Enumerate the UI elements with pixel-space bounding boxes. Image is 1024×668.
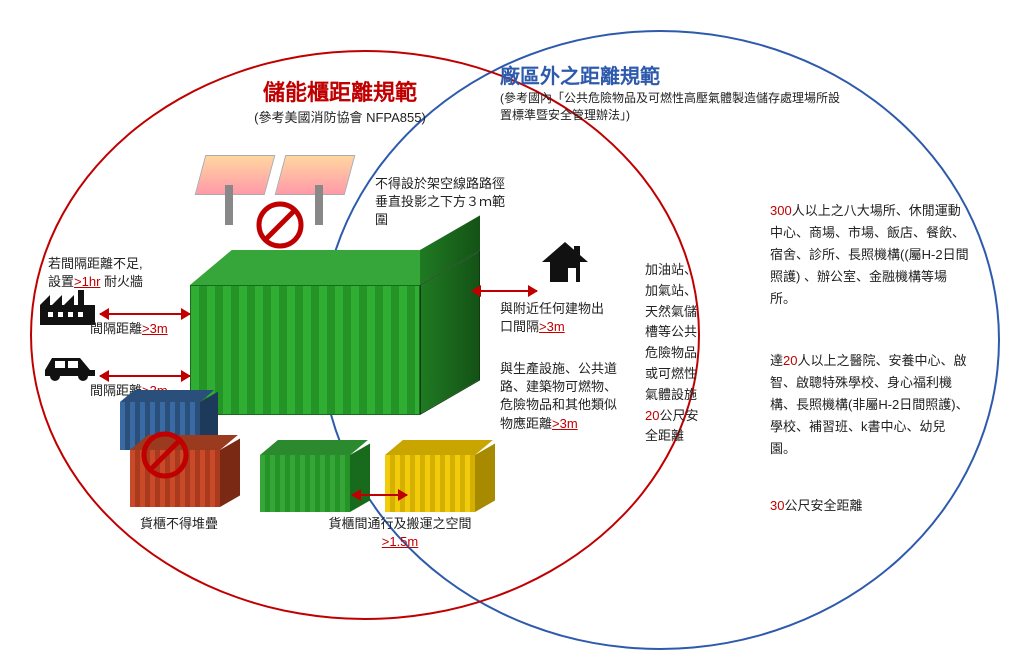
- mini-container-green: [260, 440, 370, 512]
- r3-num: 30: [770, 498, 784, 513]
- note-factory-gap: 間隔距離>3m: [90, 320, 168, 338]
- inner-title-block: 儲能櫃距離規範 (參考美國消防協會 NFPA855): [210, 75, 470, 126]
- right-block-2: 達20人以上之醫院、安養中心、啟智、啟聰特殊學校、身心福利機構、長照機構(非屬H…: [770, 350, 970, 460]
- prohibit-stack-icon: [140, 430, 190, 480]
- right-block-1: 300人以上之八大場所、休閒運動中心、商場、市場、飯店、餐飲、宿舍、診所、長照機…: [770, 200, 970, 310]
- production-value: >3m: [552, 416, 578, 431]
- inner-title: 儲能櫃距離規範: [210, 75, 470, 107]
- between-text: 貨櫃間通行及搬運之空間: [328, 516, 471, 531]
- right-block-3: 30公尺安全距離: [770, 495, 970, 517]
- main-container-icon: [190, 250, 480, 415]
- note-between: 貨櫃間通行及搬運之空間 >1.5m: [300, 515, 500, 551]
- r2-prefix: 達: [770, 353, 783, 368]
- outer-title: 廠區外之距離規範: [500, 60, 840, 89]
- r1-text: 人以上之八大場所、休閒運動中心、商場、市場、飯店、餐飲、宿舍、診所、長照機構((…: [770, 203, 969, 306]
- r3-text: 公尺安全距離: [784, 498, 862, 513]
- note-production: 與生產設施、公共道路、建築物可燃物、危險物品和其他類似物應距離>3m: [500, 360, 620, 433]
- inner-subtitle: (參考美國消防協會 NFPA855): [210, 107, 470, 126]
- middle-column: 加油站、加氣站、天然氣儲槽等公共危險物品或可燃性氣體設施 20公尺安全距離: [645, 260, 705, 447]
- r1-num: 300: [770, 203, 792, 218]
- arrow-car: [100, 375, 190, 377]
- arrow-factory: [100, 313, 190, 315]
- between-value: >1.5m: [382, 534, 419, 549]
- note-no-stack: 貨櫃不得堆疊: [140, 515, 218, 533]
- arrow-between: [352, 494, 407, 496]
- gap-insufficient-text: 若間隔距離不足,: [48, 256, 143, 271]
- house-icon: [540, 240, 590, 290]
- mini-container-yellow: [385, 440, 495, 512]
- r2-text: 人以上之醫院、安養中心、啟智、啟聰特殊學校、身心福利機構、長照機構(非屬H-2日…: [770, 353, 969, 456]
- gap-label-1: 間隔距離: [90, 321, 142, 336]
- gap-value-1: >3m: [142, 321, 168, 336]
- outer-title-block: 廠區外之距離規範 (參考國內「公共危險物品及可燃性高壓氣體製造儲存處理場所設置標…: [500, 60, 840, 123]
- near-building-value: >3m: [539, 319, 565, 334]
- note-overhead: 不得設於架空線路路徑垂直投影之下方３ｍ範圍: [375, 175, 505, 230]
- prohibit-icon: [255, 200, 305, 250]
- note-near-building: 與附近任何建物出口間隔>3m: [500, 300, 610, 336]
- outer-subtitle: (參考國內「公共危險物品及可燃性高壓氣體製造儲存處理場所設置標準暨安全管理辦法」…: [500, 89, 840, 123]
- r2-num: 20: [783, 353, 797, 368]
- arrow-house: [472, 290, 537, 292]
- fire-wall-suffix: 耐火牆: [100, 274, 143, 289]
- middle-text: 加油站、加氣站、天然氣儲槽等公共危險物品或可燃性氣體設施: [645, 262, 697, 402]
- middle-distance-value: 20: [645, 408, 659, 423]
